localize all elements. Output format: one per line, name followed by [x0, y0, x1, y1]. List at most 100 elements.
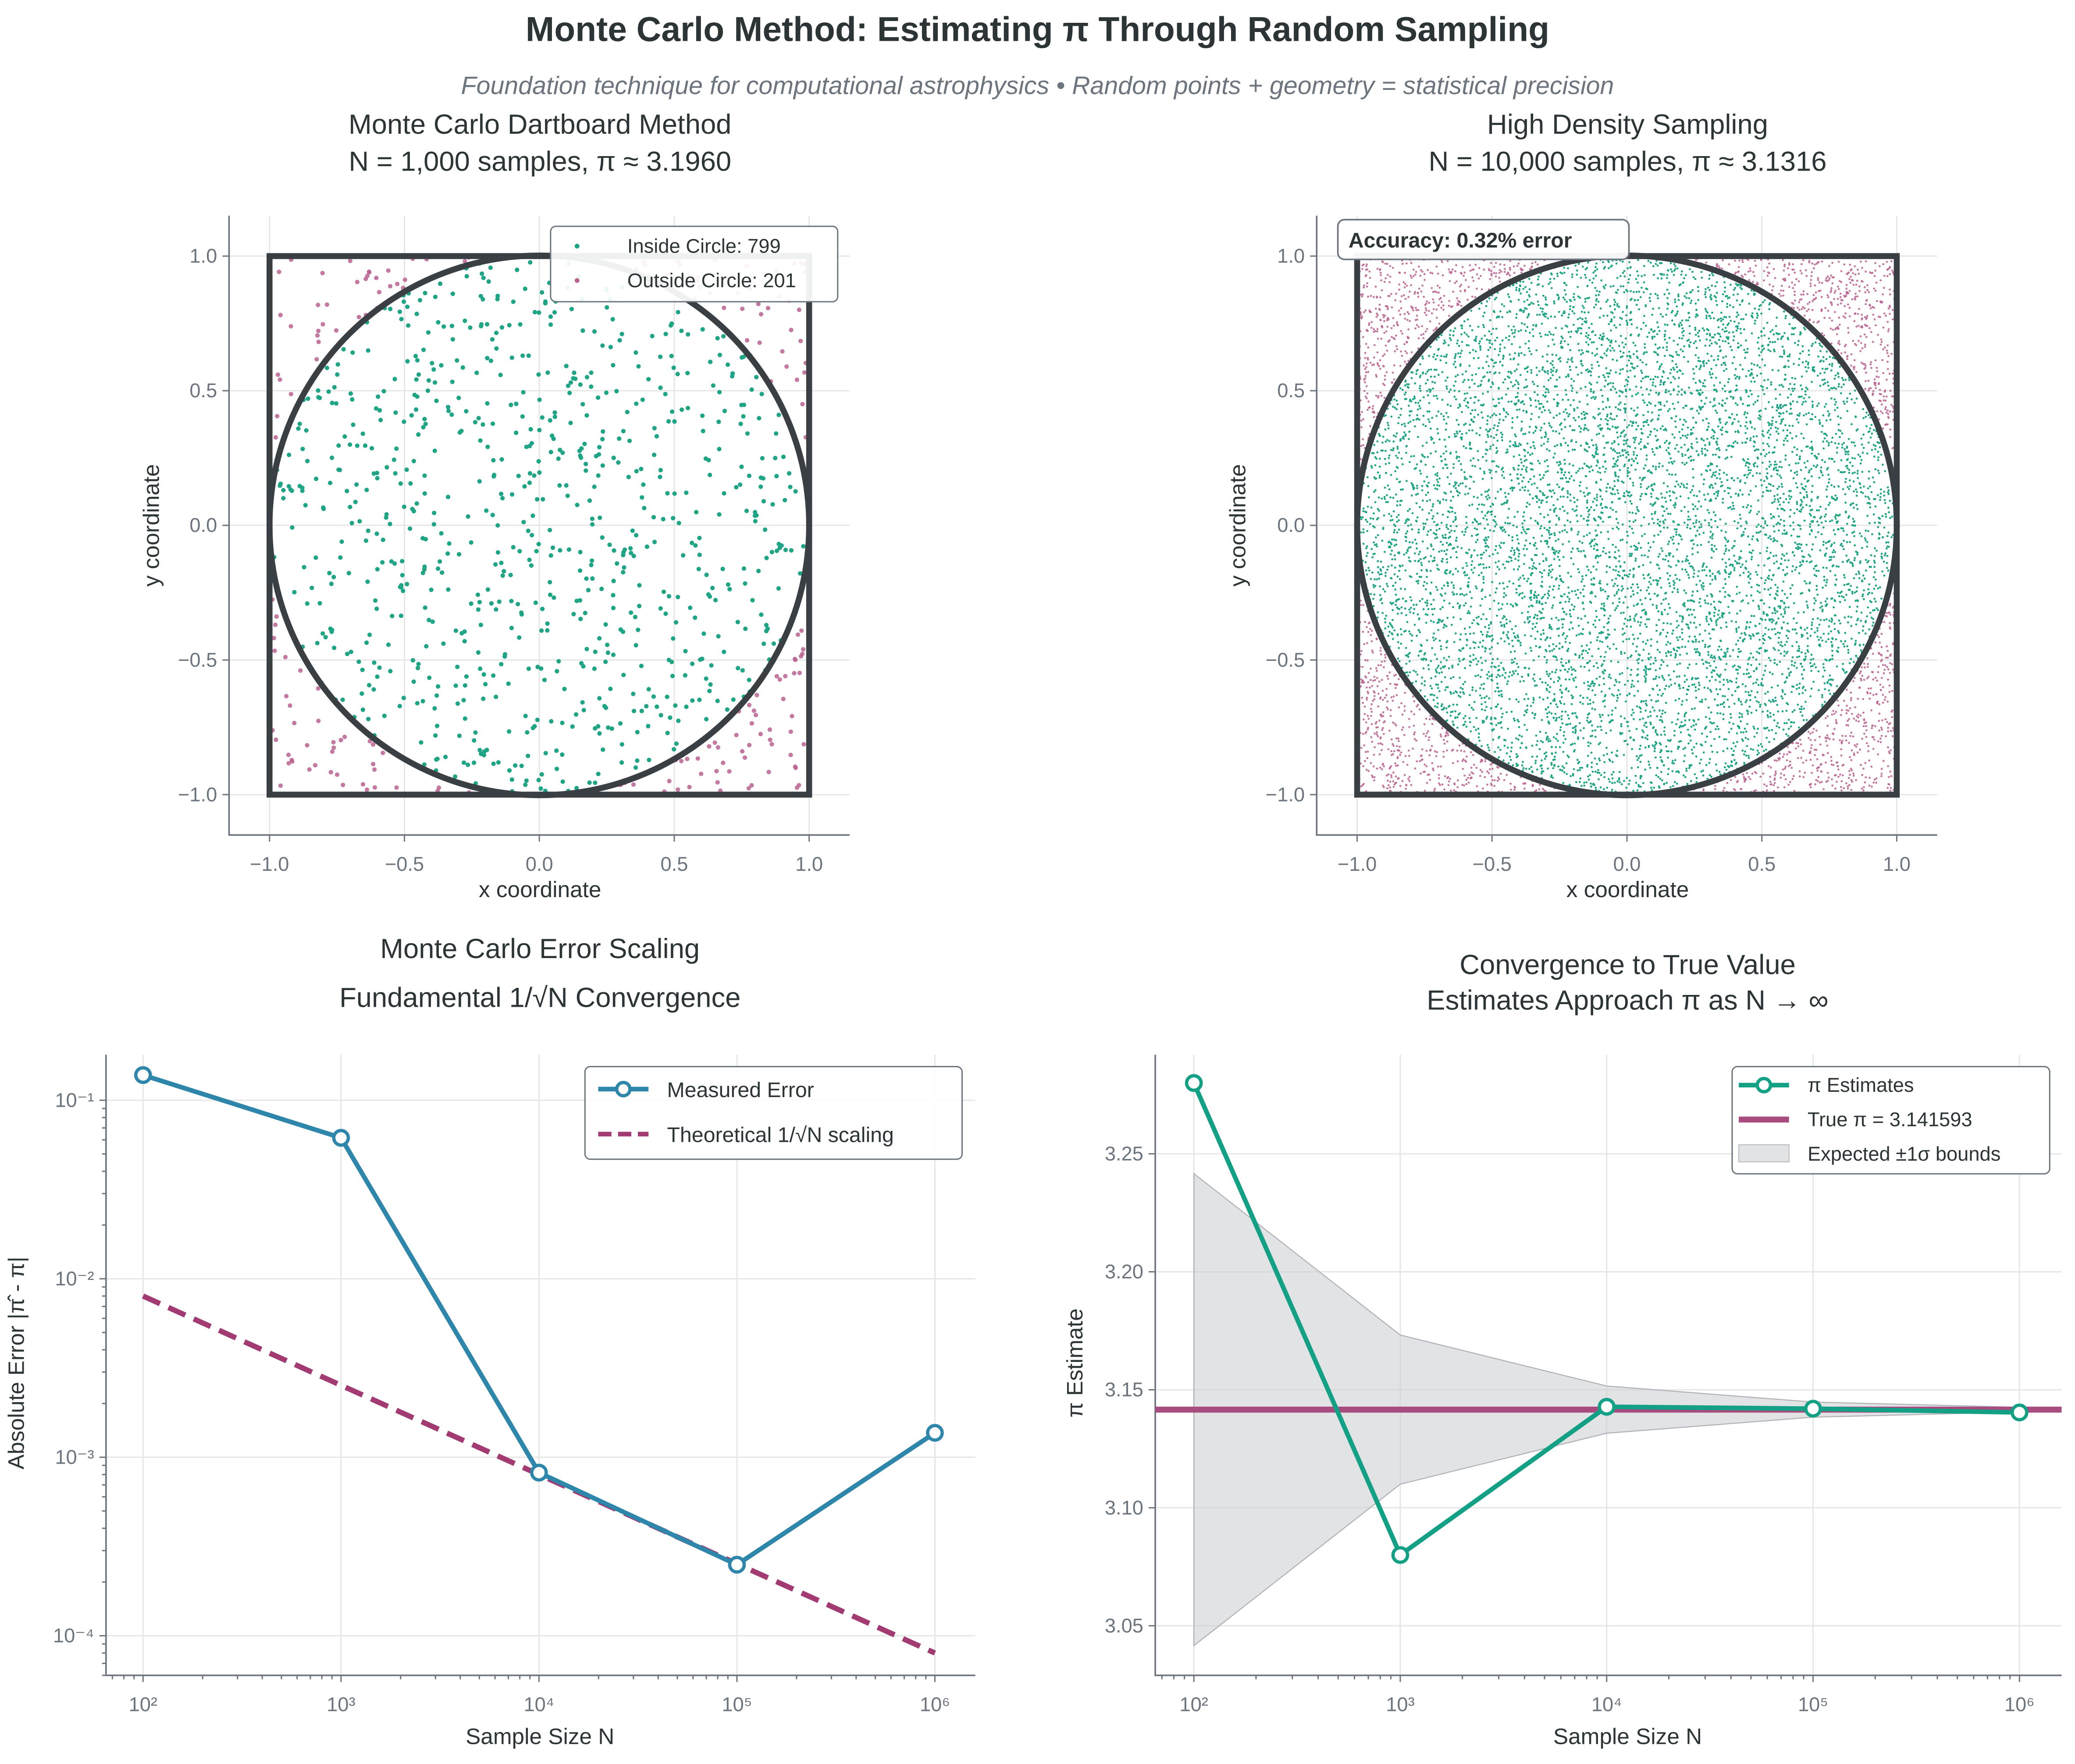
point-inside-circle — [1557, 538, 1559, 541]
point-inside-circle — [1529, 493, 1531, 495]
point-inside-circle — [1508, 508, 1510, 510]
point-inside-circle — [1594, 694, 1596, 696]
point-inside-circle — [1796, 622, 1798, 624]
point-outside-circle — [1848, 718, 1850, 720]
point-inside-circle — [1692, 522, 1694, 524]
point-inside-circle — [1877, 609, 1879, 611]
point-outside-circle — [1887, 731, 1889, 733]
point-inside-circle — [1624, 684, 1626, 686]
figure-subtitle: Foundation technique for computational a… — [461, 71, 1614, 100]
point-inside-circle — [1740, 425, 1742, 427]
point-inside-circle — [1540, 540, 1542, 542]
point-outside-circle — [1868, 389, 1870, 392]
point-inside-circle — [1643, 315, 1645, 317]
point-inside-circle — [1698, 368, 1701, 370]
point-inside-circle — [1533, 562, 1535, 564]
point-inside-circle — [1385, 450, 1387, 452]
point-inside-circle — [590, 517, 594, 521]
point-inside-circle — [1658, 619, 1660, 621]
point-inside-circle — [1780, 423, 1782, 425]
point-inside-circle — [1854, 471, 1856, 474]
point-inside-circle — [1430, 453, 1432, 455]
point-inside-circle — [1516, 753, 1518, 755]
point-outside-circle — [1513, 272, 1516, 274]
point-inside-circle — [1687, 360, 1689, 363]
point-inside-circle — [1530, 413, 1533, 415]
point-inside-circle — [1545, 433, 1547, 435]
point-inside-circle — [1519, 489, 1521, 491]
point-inside-circle — [1528, 340, 1530, 342]
point-inside-circle — [1511, 479, 1513, 481]
point-inside-circle — [1794, 472, 1796, 474]
point-inside-circle — [1438, 410, 1440, 413]
point-inside-circle — [1822, 567, 1824, 569]
point-inside-circle — [1826, 485, 1829, 488]
point-inside-circle — [1508, 493, 1510, 495]
point-inside-circle — [1708, 762, 1710, 764]
point-outside-circle — [278, 378, 282, 382]
point-inside-circle — [1506, 711, 1508, 713]
point-inside-circle — [342, 434, 347, 438]
point-inside-circle — [526, 754, 530, 758]
point-inside-circle — [1541, 369, 1544, 371]
point-inside-circle — [1718, 326, 1720, 328]
point-inside-circle — [1657, 534, 1659, 536]
point-inside-circle — [690, 662, 694, 666]
point-outside-circle — [1830, 760, 1833, 762]
point-inside-circle — [1811, 628, 1813, 630]
panel4-ylabel: π Estimate — [1062, 1308, 1087, 1418]
point-inside-circle — [1605, 367, 1607, 369]
point-inside-circle — [1543, 443, 1545, 445]
point-inside-circle — [770, 502, 775, 506]
point-inside-circle — [1679, 726, 1681, 728]
point-inside-circle — [1744, 411, 1746, 413]
point-inside-circle — [1619, 469, 1621, 471]
point-inside-circle — [1643, 282, 1645, 284]
point-outside-circle — [1872, 341, 1874, 343]
point-inside-circle — [1821, 694, 1823, 696]
point-inside-circle — [1757, 314, 1759, 317]
point-inside-circle — [1703, 478, 1705, 481]
point-inside-circle — [1553, 417, 1555, 419]
point-inside-circle — [1806, 719, 1808, 721]
point-inside-circle — [1746, 595, 1748, 597]
point-inside-circle — [507, 729, 511, 734]
point-inside-circle — [635, 730, 640, 734]
point-inside-circle — [1446, 711, 1449, 713]
point-inside-circle — [463, 319, 467, 323]
point-inside-circle — [394, 446, 399, 451]
point-inside-circle — [1644, 681, 1647, 683]
point-outside-circle — [1714, 785, 1716, 787]
point-inside-circle — [1713, 359, 1715, 361]
point-inside-circle — [1770, 538, 1772, 540]
point-inside-circle — [1455, 381, 1457, 383]
point-inside-circle — [1768, 657, 1770, 659]
point-inside-circle — [1522, 761, 1524, 763]
point-inside-circle — [500, 325, 504, 330]
point-inside-circle — [1809, 505, 1811, 507]
point-outside-circle — [1398, 310, 1400, 312]
point-inside-circle — [1688, 577, 1690, 579]
point-inside-circle — [1435, 395, 1438, 397]
point-outside-circle — [374, 276, 378, 280]
point-inside-circle — [1683, 748, 1685, 750]
point-inside-circle — [1630, 502, 1633, 505]
point-inside-circle — [1592, 444, 1595, 446]
point-outside-circle — [283, 655, 288, 659]
point-inside-circle — [1699, 605, 1701, 607]
point-outside-circle — [273, 623, 278, 627]
point-inside-circle — [672, 366, 676, 370]
point-inside-circle — [1686, 526, 1688, 528]
point-inside-circle — [637, 604, 641, 608]
point-inside-circle — [1645, 305, 1647, 307]
point-inside-circle — [1873, 588, 1875, 590]
point-inside-circle — [1580, 490, 1582, 492]
point-inside-circle — [1805, 466, 1807, 468]
point-inside-circle — [1698, 521, 1701, 523]
point-inside-circle — [1693, 684, 1695, 686]
point-inside-circle — [1415, 373, 1417, 375]
point-inside-circle — [1473, 726, 1475, 728]
point-inside-circle — [1883, 495, 1885, 497]
point-inside-circle — [1741, 563, 1744, 566]
point-inside-circle — [1873, 566, 1876, 568]
